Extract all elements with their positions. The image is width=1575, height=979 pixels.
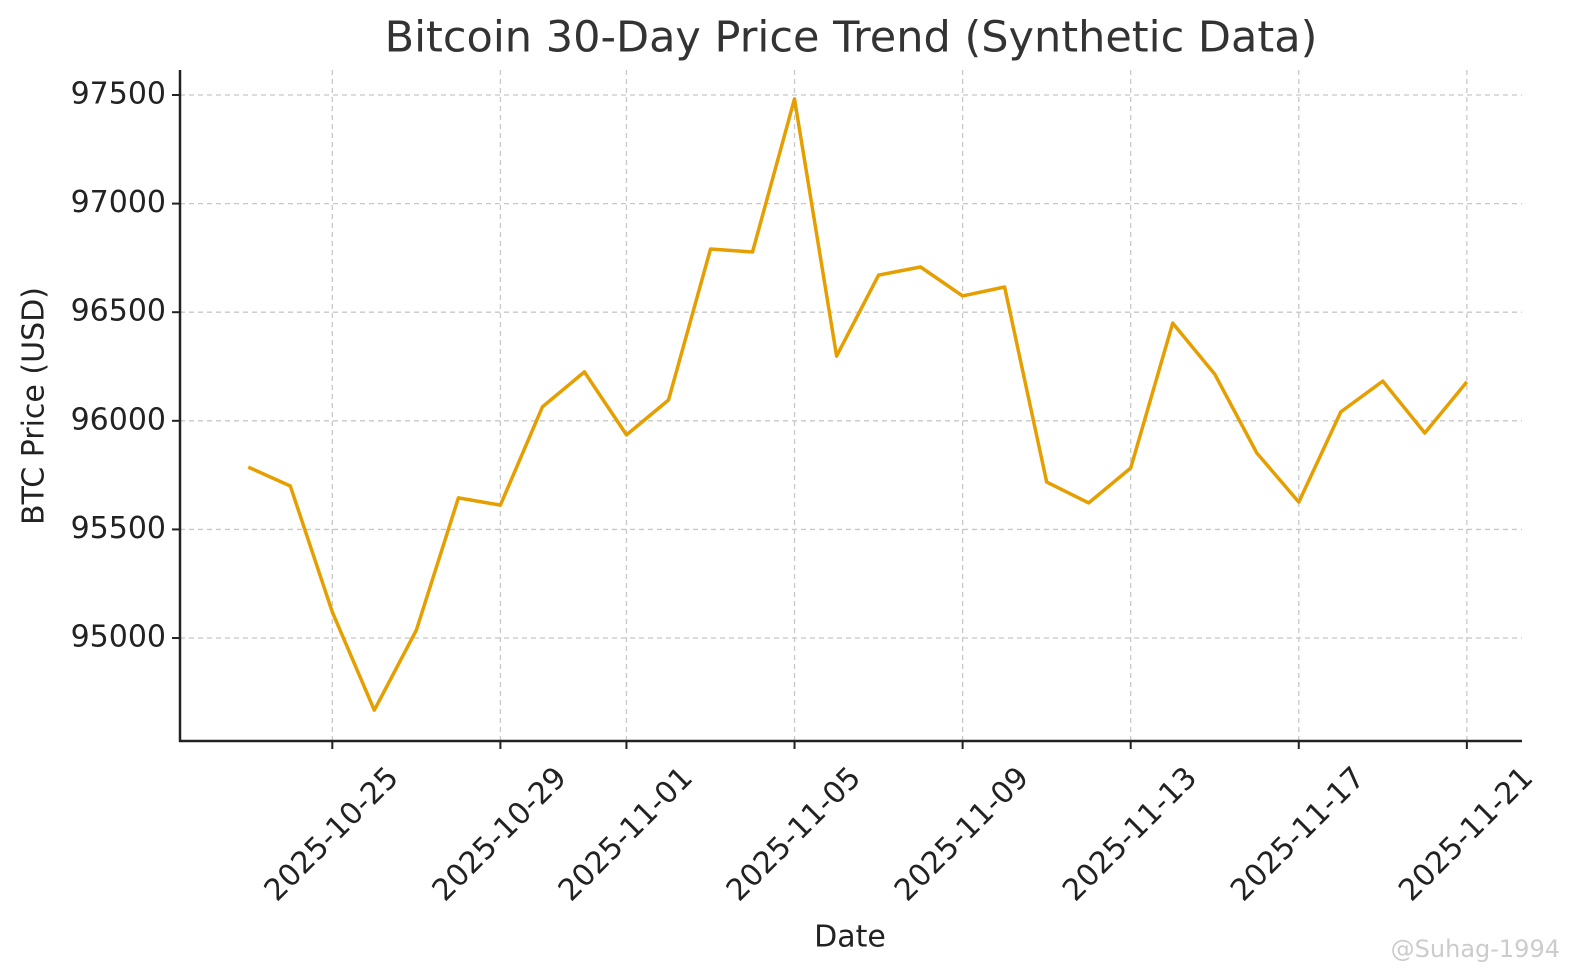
chart-title: Bitcoin 30-Day Price Trend (Synthetic Da… — [385, 13, 1318, 63]
x-tick-label: 2025-11-17 — [1224, 760, 1372, 908]
x-tick-label: 2025-10-29 — [426, 760, 574, 908]
y-tick-label: 97000 — [71, 185, 166, 220]
x-tick-label: 2025-11-01 — [552, 760, 700, 908]
x-tick-label: 2025-11-13 — [1056, 760, 1204, 908]
x-tick-label: 2025-10-25 — [258, 760, 406, 908]
price-line — [247, 97, 1469, 712]
y-axis-label: BTC Price (USD) — [17, 287, 52, 525]
x-tick-label: 2025-11-21 — [1392, 760, 1540, 908]
x-axis-label: Date — [814, 920, 886, 955]
y-tick-label: 96000 — [71, 402, 166, 437]
y-tick-label: 97500 — [71, 76, 166, 111]
y-tick-label: 95000 — [71, 620, 166, 655]
x-tick-label: 2025-11-09 — [888, 760, 1036, 908]
watermark: @Suhag-1994 — [1391, 935, 1560, 963]
y-tick-label: 95500 — [71, 511, 166, 546]
y-tick-label: 96500 — [71, 294, 166, 329]
x-tick-label: 2025-11-05 — [720, 760, 868, 908]
